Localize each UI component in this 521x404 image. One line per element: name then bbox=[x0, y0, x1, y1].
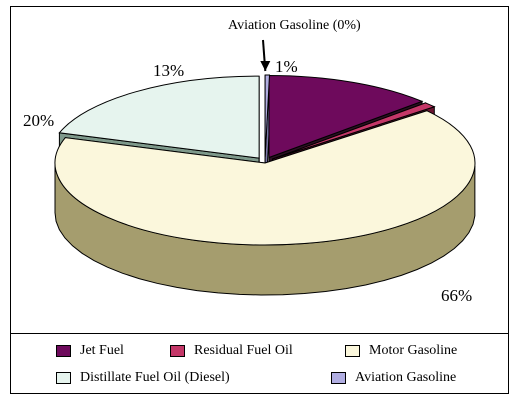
pie-chart bbox=[54, 39, 476, 296]
pie-slice-motor-gasoline bbox=[54, 110, 476, 246]
legend-swatch bbox=[56, 372, 71, 384]
legend-label: Residual Fuel Oil bbox=[194, 343, 293, 358]
legend-swatch bbox=[345, 345, 360, 357]
legend-label: Distillate Fuel Oil (Diesel) bbox=[80, 370, 230, 385]
legend-item-aviation-gasoline: Aviation Gasoline bbox=[331, 369, 456, 387]
annotation-arrow-head bbox=[260, 61, 271, 72]
chart-frame bbox=[10, 6, 509, 394]
legend-label: Aviation Gasoline bbox=[355, 370, 457, 385]
pie-tops bbox=[54, 74, 476, 246]
legend-swatch bbox=[331, 372, 346, 384]
legend-label: Motor Gasoline bbox=[369, 343, 458, 358]
legend-item-motor-gasoline: Motor Gasoline bbox=[345, 342, 457, 360]
legend-divider bbox=[10, 333, 509, 334]
annotation-aviation-gasoline: Aviation Gasoline (0%) bbox=[228, 18, 361, 33]
pie-slice-distillate-fuel-oil-diesel bbox=[58, 75, 260, 159]
legend-item-jet-fuel: Jet Fuel bbox=[56, 342, 124, 360]
legend-swatch bbox=[56, 345, 71, 357]
pct-label-motor-gasoline: 66% bbox=[441, 286, 473, 305]
pct-label-distillate-fuel-oil: 20% bbox=[23, 111, 55, 130]
pie-slice-residual-fuel-oil bbox=[272, 102, 436, 160]
pct-label-jet-fuel: 13% bbox=[153, 61, 185, 80]
legend-item-residual-fuel-oil: Residual Fuel Oil bbox=[170, 342, 293, 360]
pie-slice-jet-fuel bbox=[268, 74, 424, 159]
pct-label-residual-fuel-oil: 1% bbox=[275, 57, 298, 76]
legend-label: Jet Fuel bbox=[80, 343, 124, 358]
pie-slice-aviation-gasoline bbox=[264, 74, 271, 158]
legend-swatch bbox=[170, 345, 185, 357]
legend-item-distillate-fuel-oil: Distillate Fuel Oil (Diesel) bbox=[56, 369, 230, 387]
